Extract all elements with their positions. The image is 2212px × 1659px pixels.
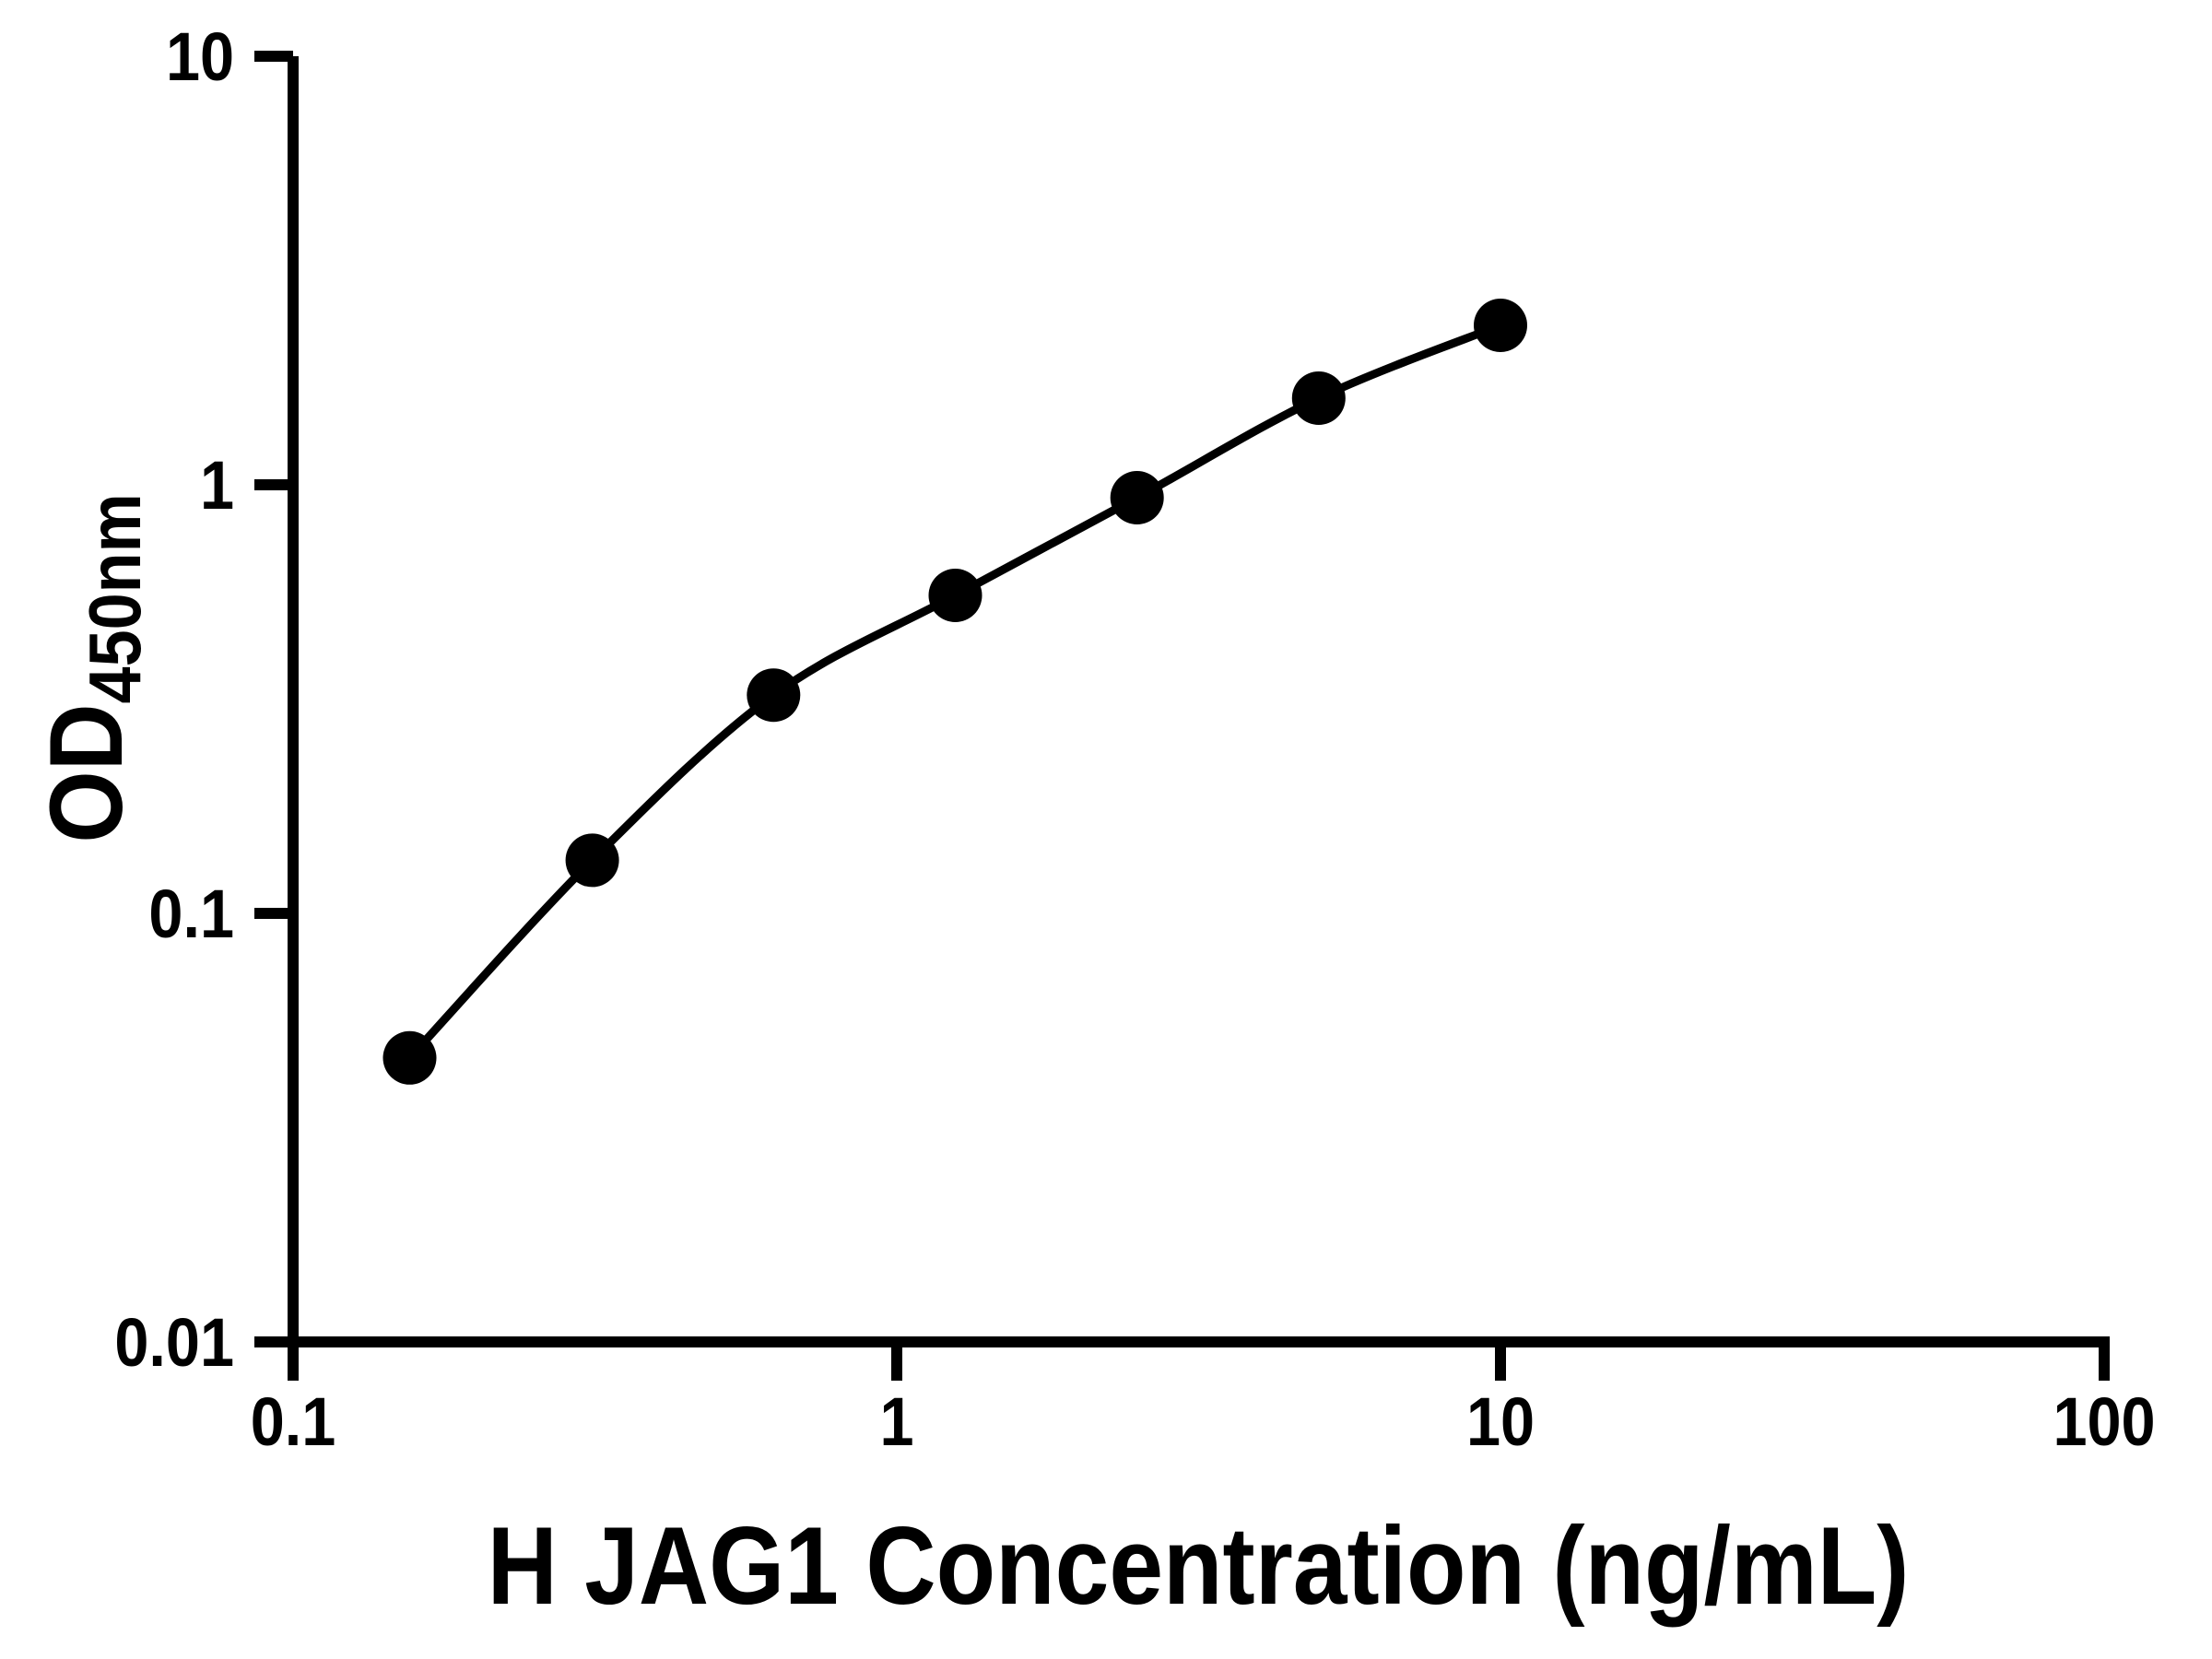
- fit-curve: [406, 321, 1505, 1063]
- x-axis-title: H JAG1 Concentration (ng/mL): [488, 1504, 1910, 1628]
- y-axis-title: OD450nm: [29, 493, 157, 842]
- x-tick-label-10: 10: [1466, 1383, 1535, 1460]
- data-point-2: [565, 833, 619, 888]
- data-point-4: [928, 569, 982, 622]
- x-tick-label-0.1: 0.1: [251, 1383, 336, 1460]
- x-tick-label-1: 1: [879, 1383, 913, 1460]
- y-tick-label-0.01: 0.01: [114, 1304, 234, 1381]
- data-point-7: [1474, 299, 1527, 352]
- data-point-3: [747, 668, 801, 723]
- data-point-5: [1110, 471, 1164, 524]
- y-axis-title-main: OD: [29, 703, 144, 842]
- x-tick-label-100: 100: [2053, 1383, 2155, 1460]
- data-point-6: [1291, 371, 1346, 425]
- y-tick-label-1: 1: [200, 447, 234, 524]
- y-axis-title-sub: 450nm: [75, 493, 157, 703]
- y-tick-label-0.1: 0.1: [148, 876, 234, 952]
- data-points: [382, 299, 1527, 1085]
- y-tick-label-10: 10: [166, 18, 234, 95]
- data-point-1: [382, 1030, 437, 1085]
